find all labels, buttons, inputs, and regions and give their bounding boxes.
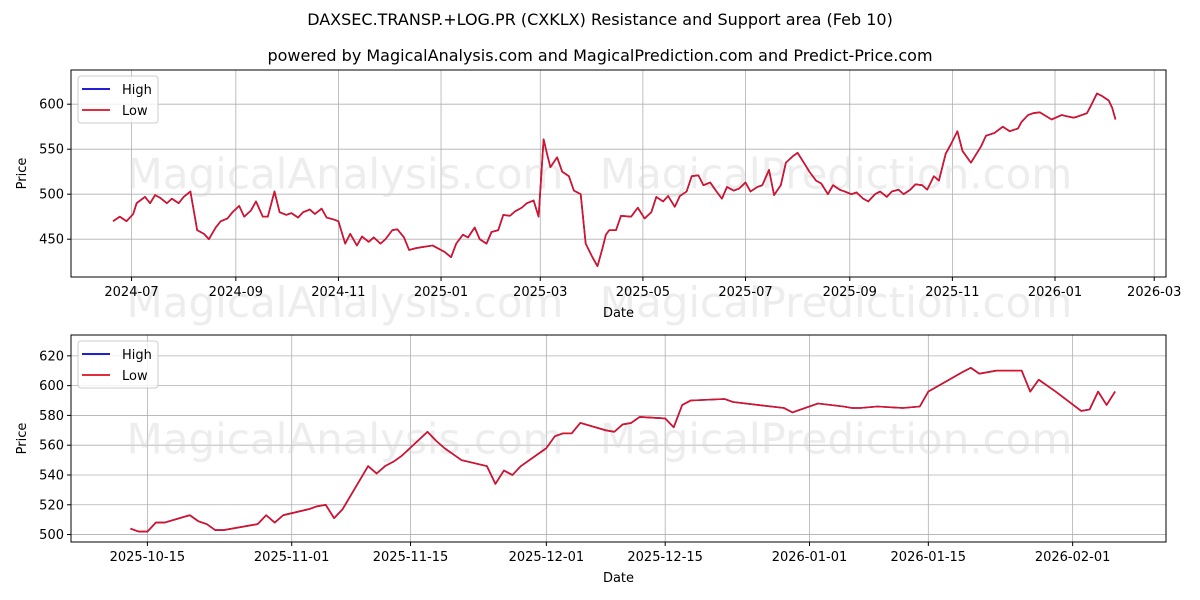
x-tick-label: 2026-02-01	[1035, 550, 1111, 565]
y-tick-label: 600	[39, 379, 64, 394]
x-tick-label: 2026-01	[1028, 285, 1082, 300]
bottom-x-axis-ticks: 2025-10-15 2025-11-01 2025-11-15 2025-12-01…	[110, 542, 1111, 565]
bottom-price-chart: MagicalAnalysis.com MagicalPrediction.com…	[15, 334, 1167, 586]
legend-box	[77, 75, 159, 124]
y-tick-label: 580	[39, 409, 64, 424]
x-tick-label: 2026-01-15	[891, 550, 967, 565]
x-tick-label: 2025-12-01	[509, 550, 585, 565]
x-tick-label: 2025-11	[925, 285, 979, 300]
x-tick-label: 2025-10-15	[110, 550, 186, 565]
legend-label-low: Low	[122, 104, 148, 119]
bottom-y-axis-ticks: 500 520 540 560 580 600 620	[39, 349, 71, 543]
x-tick-label: 2025-11-15	[373, 550, 449, 565]
top-legend: High Low	[77, 75, 159, 124]
top-series-lines	[112, 92, 1117, 268]
y-tick-label: 550	[39, 143, 64, 158]
top-y-axis-label: Price	[15, 158, 30, 190]
y-tick-label: 600	[39, 98, 64, 113]
top-price-chart: MagicalAnalysis.com MagicalPrediction.com…	[15, 69, 1181, 328]
x-tick-label: 2024-11	[311, 285, 365, 300]
bottom-watermarks: MagicalAnalysis.com MagicalPrediction.com	[127, 415, 1073, 464]
x-tick-label: 2024-09	[209, 285, 263, 300]
watermark-text: MagicalPrediction.com	[600, 150, 1073, 199]
legend-label-high: High	[122, 348, 152, 363]
x-tick-label: 2025-09	[823, 285, 877, 300]
y-tick-label: 540	[39, 468, 64, 483]
y-tick-label: 450	[39, 233, 64, 248]
series-line-low	[112, 92, 1117, 268]
y-tick-label: 620	[39, 349, 64, 364]
y-tick-label: 520	[39, 498, 64, 513]
watermark-text: MagicalPrediction.com	[600, 278, 1073, 327]
x-tick-label: 2026-03	[1127, 285, 1181, 300]
bottom-grid	[71, 335, 1166, 542]
top-grid	[71, 70, 1166, 277]
x-tick-label: 2025-05	[616, 285, 670, 300]
watermark-text: MagicalAnalysis.com	[127, 415, 564, 464]
bottom-x-axis-label: Date	[603, 571, 634, 586]
bottom-series-lines	[130, 366, 1116, 533]
x-tick-label: 2024-07	[104, 285, 158, 300]
x-tick-label: 2026-01-01	[772, 550, 848, 565]
chart-title: DAXSEC.TRANSP.+LOG.PR (CXKLX) Resistance…	[307, 10, 893, 29]
y-tick-label: 500	[39, 188, 64, 203]
legend-label-low: Low	[122, 369, 148, 384]
x-tick-label: 2025-11-01	[254, 550, 330, 565]
top-x-axis-label: Date	[603, 306, 634, 321]
top-watermarks: MagicalAnalysis.com MagicalPrediction.com…	[127, 150, 1073, 328]
x-tick-label: 2025-12-15	[627, 550, 703, 565]
bottom-axes-frame	[70, 334, 1167, 543]
top-axes-frame	[70, 69, 1167, 278]
watermark-text: MagicalPrediction.com	[600, 415, 1073, 464]
y-tick-label: 560	[39, 439, 64, 454]
series-line-low	[130, 366, 1116, 533]
bottom-y-axis-label: Price	[15, 423, 30, 455]
watermark-text: MagicalAnalysis.com	[127, 150, 564, 199]
bottom-legend: High Low	[77, 340, 159, 389]
legend-label-high: High	[122, 83, 152, 98]
top-x-axis-ticks: 2024-07 2024-09 2024-11 2025-01 2025-03 2025-…	[104, 277, 1181, 300]
top-y-axis-ticks: 450 500 550 600	[39, 98, 71, 248]
x-tick-label: 2025-07	[718, 285, 772, 300]
legend-box	[77, 340, 159, 389]
x-tick-label: 2025-01	[414, 285, 468, 300]
y-tick-label: 500	[39, 528, 64, 543]
chart-subtitle: powered by MagicalAnalysis.com and Magic…	[267, 46, 933, 65]
watermark-text: MagicalAnalysis.com	[127, 278, 564, 327]
x-tick-label: 2025-03	[513, 285, 567, 300]
